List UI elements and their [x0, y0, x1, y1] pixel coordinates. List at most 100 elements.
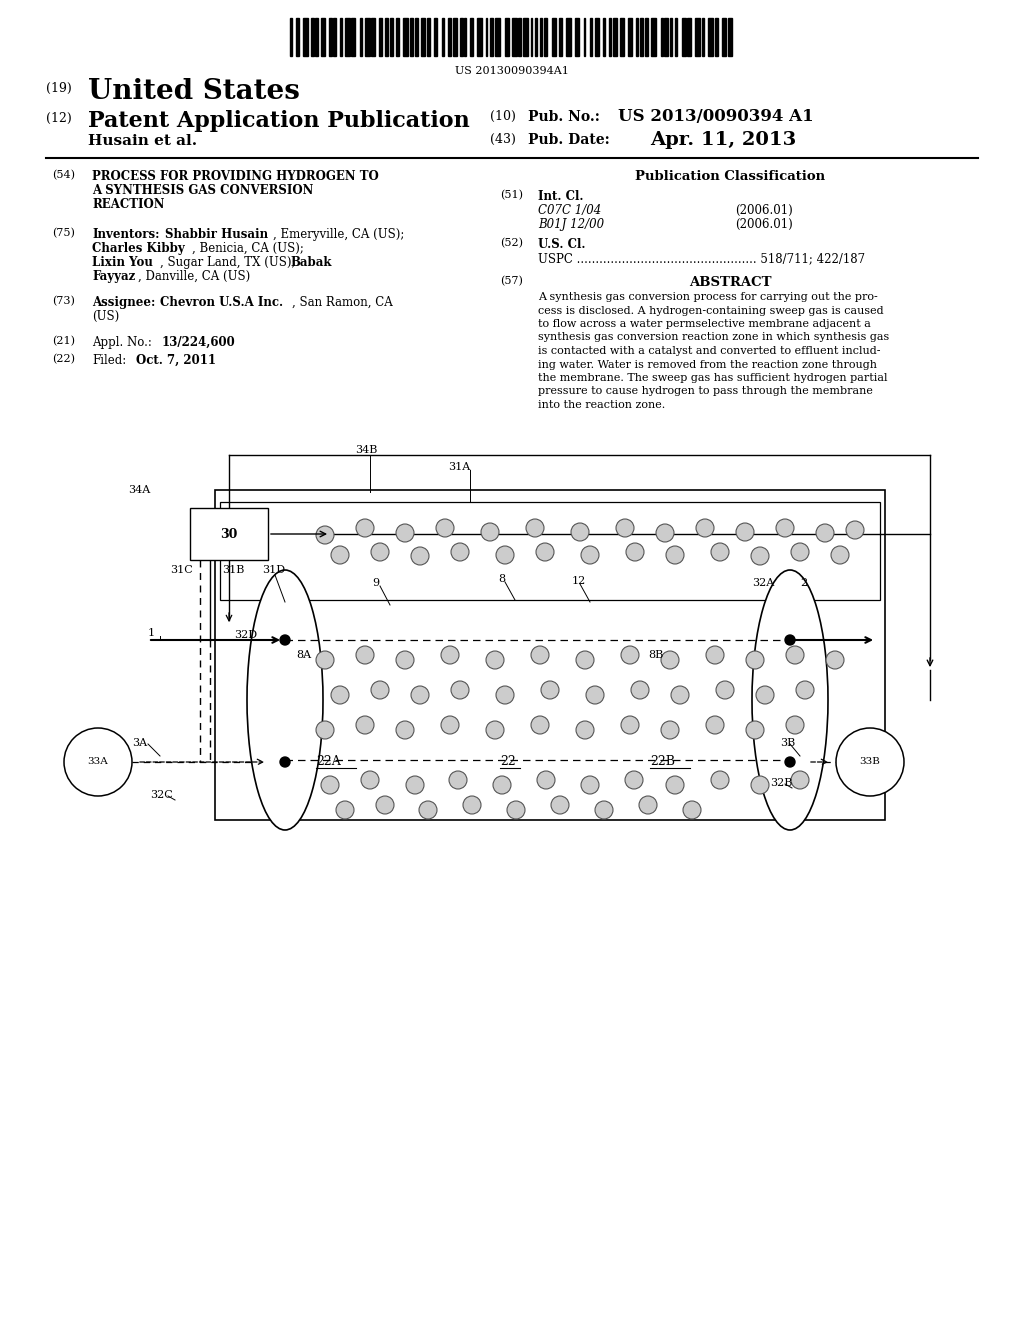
- Text: A synthesis gas conversion process for carrying out the pro-: A synthesis gas conversion process for c…: [538, 292, 878, 302]
- Circle shape: [656, 524, 674, 543]
- Text: , Benicia, CA (US);: , Benicia, CA (US);: [193, 242, 304, 255]
- Circle shape: [419, 801, 437, 818]
- Ellipse shape: [247, 570, 323, 830]
- Text: Int. Cl.: Int. Cl.: [538, 190, 584, 203]
- Bar: [722, 18, 726, 55]
- Bar: [621, 18, 624, 55]
- Text: Husain et al.: Husain et al.: [88, 135, 198, 148]
- Text: , Sugar Land, TX (US);: , Sugar Land, TX (US);: [160, 256, 299, 269]
- Circle shape: [711, 543, 729, 561]
- Circle shape: [396, 721, 414, 739]
- Bar: [495, 18, 500, 55]
- Text: Appl. No.:: Appl. No.:: [92, 337, 152, 348]
- Circle shape: [575, 651, 594, 669]
- Text: (73): (73): [52, 296, 75, 306]
- Bar: [512, 18, 516, 55]
- Bar: [540, 18, 542, 55]
- Text: (US): (US): [92, 310, 119, 323]
- Bar: [303, 18, 308, 55]
- Circle shape: [696, 519, 714, 537]
- Circle shape: [746, 721, 764, 739]
- Circle shape: [356, 715, 374, 734]
- Bar: [552, 18, 556, 55]
- Circle shape: [671, 686, 689, 704]
- Text: Apr. 11, 2013: Apr. 11, 2013: [650, 131, 797, 149]
- Text: (52): (52): [500, 238, 523, 248]
- Circle shape: [316, 525, 334, 544]
- Circle shape: [595, 801, 613, 818]
- Bar: [640, 18, 643, 55]
- Circle shape: [746, 651, 764, 669]
- Circle shape: [586, 686, 604, 704]
- Bar: [651, 18, 655, 55]
- Circle shape: [356, 519, 374, 537]
- Circle shape: [785, 756, 795, 767]
- Bar: [485, 18, 487, 55]
- Circle shape: [666, 776, 684, 795]
- Text: 34A: 34A: [128, 484, 151, 495]
- Circle shape: [411, 546, 429, 565]
- Text: Shabbir Husain: Shabbir Husain: [165, 228, 268, 242]
- Text: (43): (43): [490, 133, 516, 147]
- Text: 22A: 22A: [316, 755, 341, 768]
- Bar: [427, 18, 430, 55]
- Text: 8A: 8A: [296, 649, 311, 660]
- Bar: [372, 18, 375, 55]
- Text: Filed:: Filed:: [92, 354, 126, 367]
- Text: ABSTRACT: ABSTRACT: [689, 276, 771, 289]
- Bar: [477, 18, 482, 55]
- Bar: [296, 18, 299, 55]
- Circle shape: [581, 546, 599, 564]
- Circle shape: [551, 796, 569, 814]
- Text: 8: 8: [498, 574, 505, 583]
- Circle shape: [581, 776, 599, 795]
- Text: , San Ramon, CA: , San Ramon, CA: [292, 296, 393, 309]
- Text: to flow across a water permselective membrane adjacent a: to flow across a water permselective mem…: [538, 319, 870, 329]
- Text: (22): (22): [52, 354, 75, 364]
- Text: PROCESS FOR PROVIDING HYDROGEN TO: PROCESS FOR PROVIDING HYDROGEN TO: [92, 170, 379, 183]
- Circle shape: [486, 651, 504, 669]
- Circle shape: [711, 771, 729, 789]
- Text: , Emeryville, CA (US);: , Emeryville, CA (US);: [273, 228, 404, 242]
- Bar: [489, 18, 494, 55]
- Circle shape: [836, 729, 904, 796]
- Circle shape: [756, 686, 774, 704]
- Circle shape: [316, 721, 334, 739]
- Bar: [687, 18, 690, 55]
- Circle shape: [639, 796, 657, 814]
- Circle shape: [331, 546, 349, 564]
- Circle shape: [631, 681, 649, 700]
- Circle shape: [63, 729, 132, 796]
- Text: 33B: 33B: [859, 758, 881, 767]
- Text: Babak: Babak: [290, 256, 332, 269]
- Circle shape: [536, 543, 554, 561]
- Text: (2006.01): (2006.01): [735, 205, 793, 216]
- Bar: [682, 18, 686, 55]
- Bar: [665, 18, 669, 55]
- Text: USPC ................................................ 518/711; 422/187: USPC ...................................…: [538, 252, 865, 265]
- Text: (75): (75): [52, 228, 75, 239]
- Text: into the reaction zone.: into the reaction zone.: [538, 400, 666, 411]
- Bar: [545, 18, 548, 55]
- Text: pressure to cause hydrogen to pass through the membrane: pressure to cause hydrogen to pass throu…: [538, 387, 872, 396]
- Bar: [613, 18, 617, 55]
- Text: (57): (57): [500, 276, 523, 286]
- Bar: [603, 18, 605, 55]
- Circle shape: [826, 651, 844, 669]
- Circle shape: [441, 715, 459, 734]
- Text: (51): (51): [500, 190, 523, 201]
- Bar: [505, 18, 509, 55]
- Circle shape: [751, 776, 769, 795]
- Circle shape: [683, 801, 701, 818]
- Circle shape: [361, 771, 379, 789]
- Text: (2006.01): (2006.01): [735, 218, 793, 231]
- Circle shape: [751, 546, 769, 565]
- Text: C07C 1/04: C07C 1/04: [538, 205, 601, 216]
- Text: Charles Kibby: Charles Kibby: [92, 242, 184, 255]
- Circle shape: [486, 721, 504, 739]
- Bar: [321, 18, 325, 55]
- Circle shape: [481, 523, 499, 541]
- Bar: [345, 18, 350, 55]
- Text: Chevron U.S.A Inc.: Chevron U.S.A Inc.: [160, 296, 283, 309]
- Text: U.S. Cl.: U.S. Cl.: [538, 238, 586, 251]
